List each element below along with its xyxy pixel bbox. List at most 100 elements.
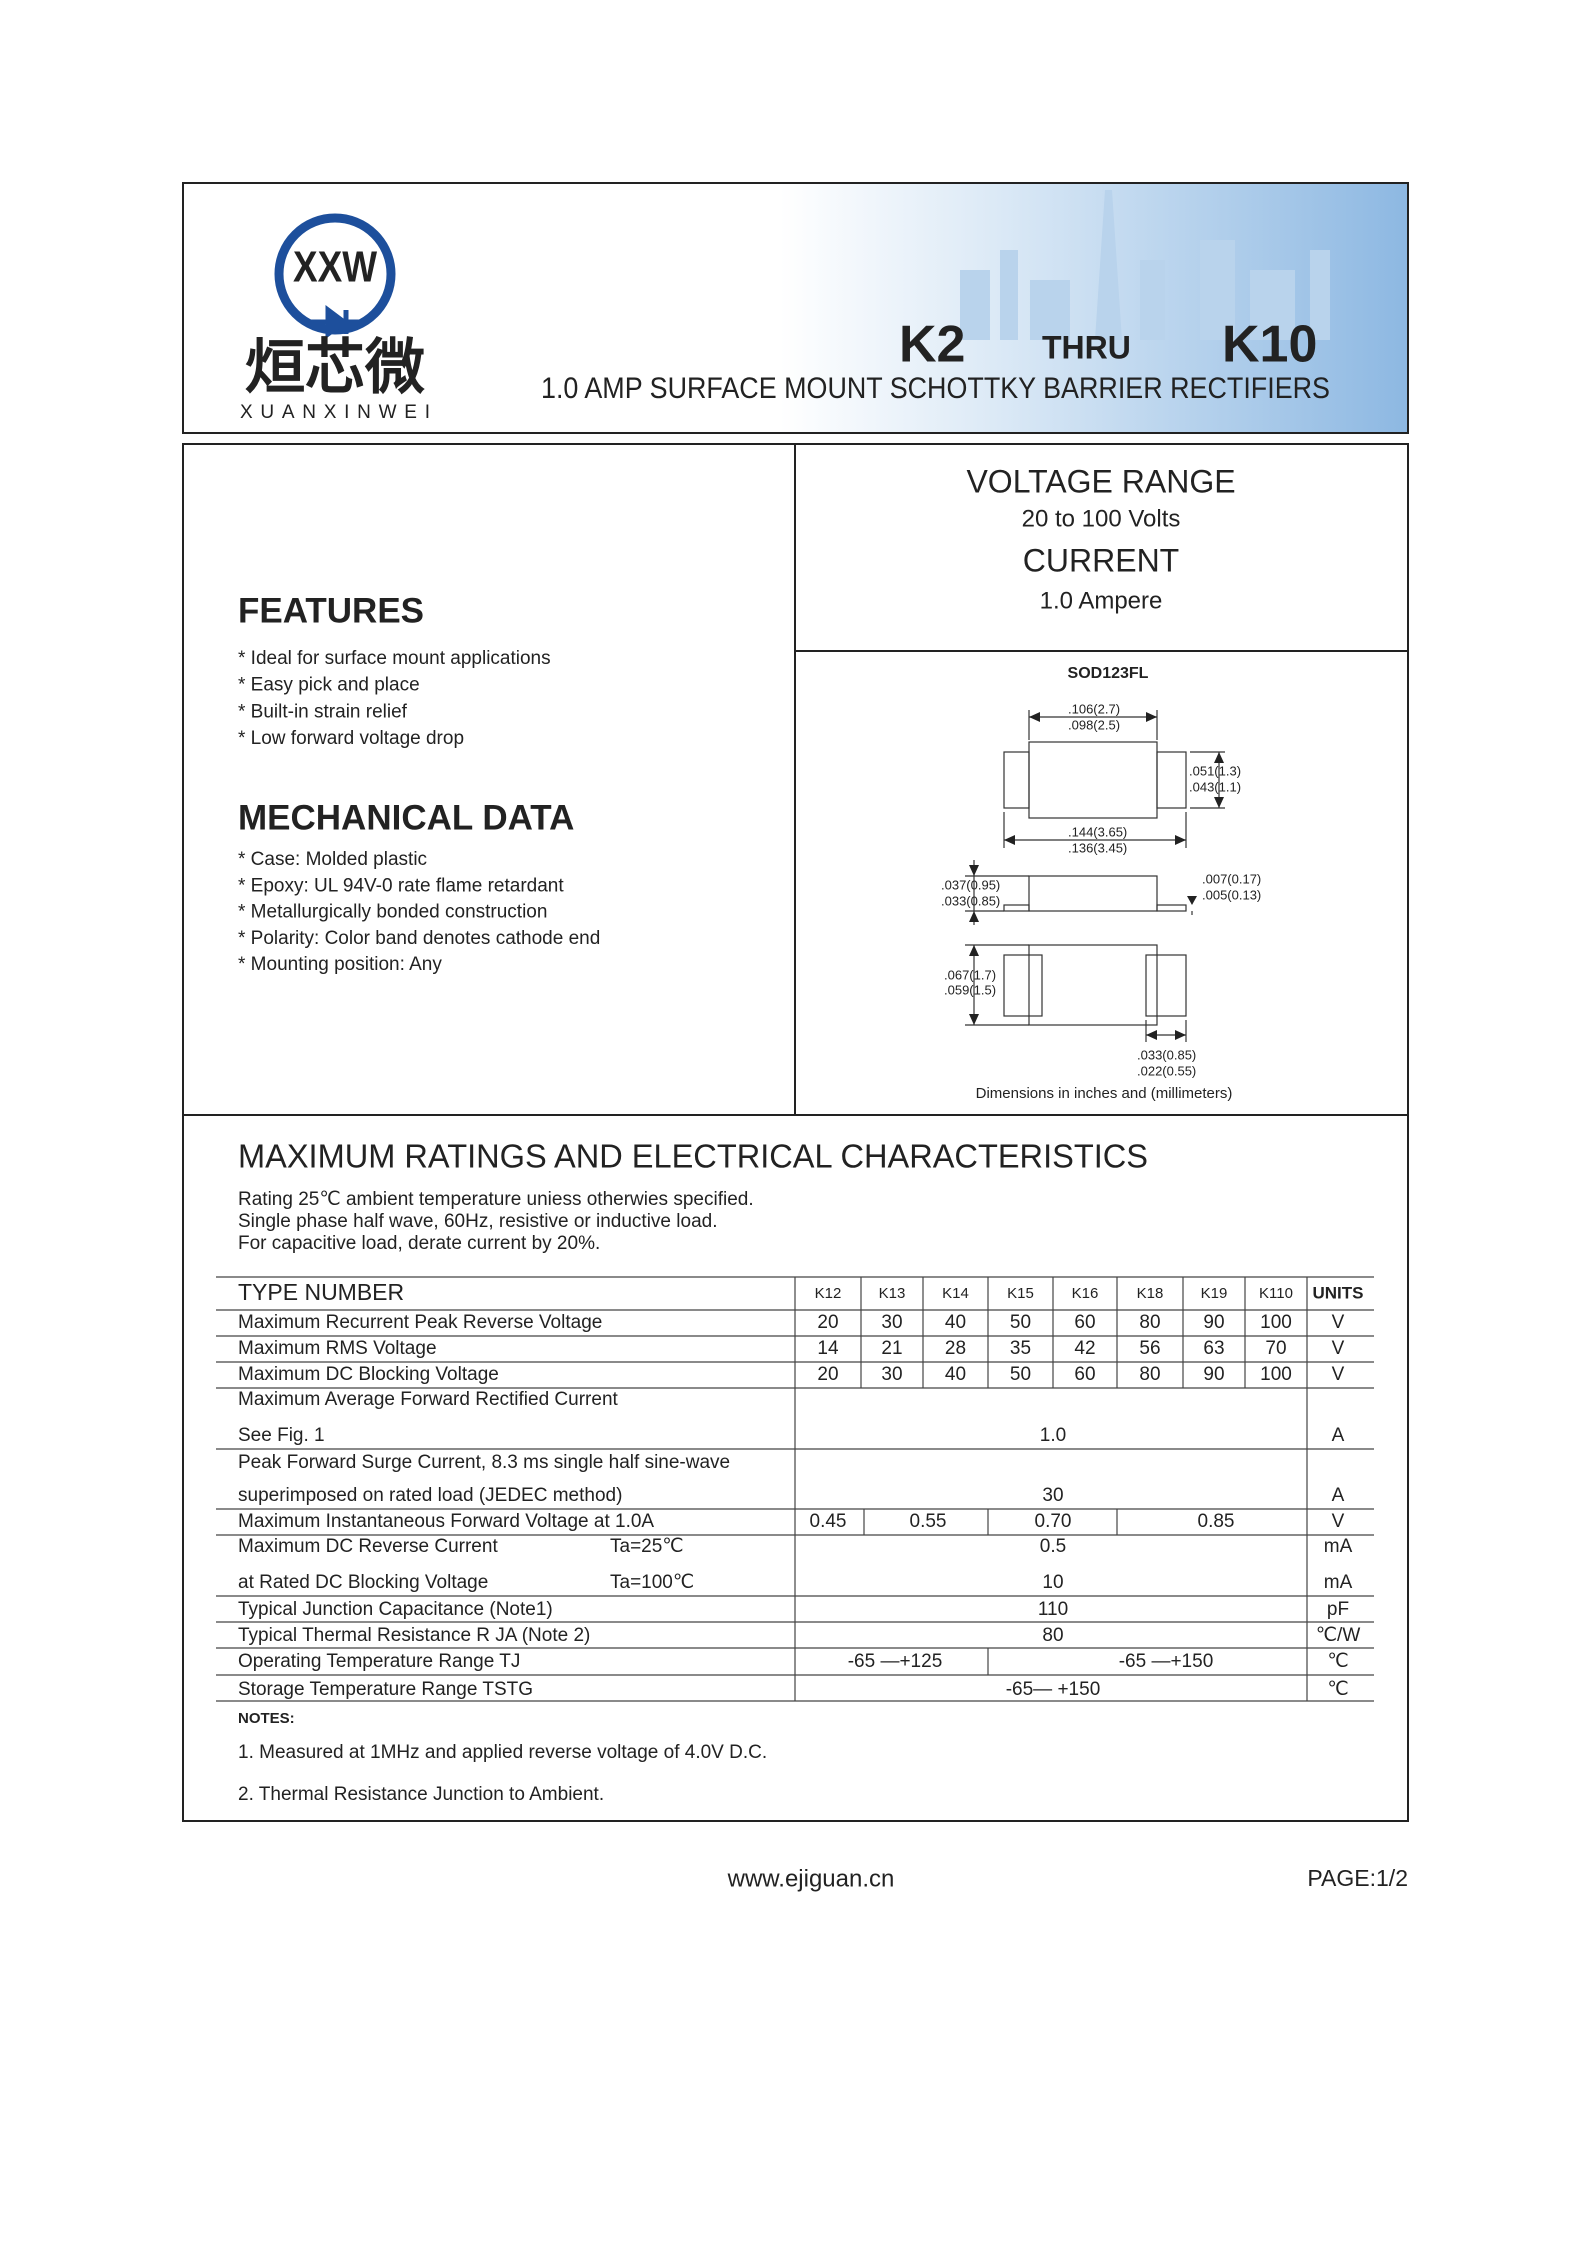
current-value: 1.0 Ampere xyxy=(1040,587,1163,614)
mechanical-item: * Metallurgically bonded construction xyxy=(238,902,547,923)
cell-value: -65 —+150 xyxy=(1119,1651,1214,1672)
mechanical-item: * Mounting position: Any xyxy=(238,954,442,975)
cell-value: 60 xyxy=(1074,1364,1095,1385)
table-header: K110 xyxy=(1259,1285,1293,1302)
table-header: K15 xyxy=(1007,1285,1034,1302)
cell-unit: pF xyxy=(1327,1599,1349,1620)
table-header: K18 xyxy=(1137,1285,1164,1302)
cell-value: 14 xyxy=(817,1338,839,1359)
table-header: TYPE NUMBER xyxy=(238,1279,404,1305)
cell-value: 0.70 xyxy=(1035,1511,1072,1532)
footer-url: www.ejiguan.cn xyxy=(727,1865,895,1892)
dimension-label: .037(0.95) xyxy=(941,877,1000,892)
row-condition: Ta=25℃ xyxy=(610,1536,684,1557)
cell-unit: mA xyxy=(1324,1572,1353,1593)
cell-value: 80 xyxy=(1139,1312,1160,1333)
note-item: 1. Measured at 1MHz and applied reverse … xyxy=(238,1742,767,1763)
footer-page: PAGE:1/2 xyxy=(1307,1865,1408,1891)
row-label: See Fig. 1 xyxy=(238,1425,325,1446)
header-frame xyxy=(182,182,1409,434)
cell-value: 30 xyxy=(881,1312,902,1333)
row-label: Peak Forward Surge Current, 8.3 ms singl… xyxy=(238,1452,730,1473)
table-header: K19 xyxy=(1201,1285,1228,1302)
cell-unit: A xyxy=(1332,1485,1345,1506)
table-header: UNITS xyxy=(1313,1283,1364,1302)
cell-value: 30 xyxy=(1042,1485,1063,1506)
dimension-label: .022(0.55) xyxy=(1137,1063,1196,1078)
voltage-title: VOLTAGE RANGE xyxy=(966,463,1235,499)
cell-value: 35 xyxy=(1010,1338,1031,1359)
dimension-label: .098(2.5) xyxy=(1068,717,1120,732)
dimension-label: .059(1.5) xyxy=(944,982,996,997)
package-name: SOD123FL xyxy=(1068,665,1149,682)
mechanical-item: * Case: Molded plastic xyxy=(238,849,427,870)
dimension-label: .051(1.3) xyxy=(1189,763,1241,778)
dimension-label: .005(0.13) xyxy=(1202,887,1261,902)
voltage-value: 20 to 100 Volts xyxy=(1022,505,1181,532)
cell-unit: ℃ xyxy=(1327,1679,1348,1700)
cell-unit: A xyxy=(1332,1425,1345,1446)
row-label: Typical Junction Capacitance (Note1) xyxy=(238,1599,553,1620)
cell-value: 60 xyxy=(1074,1312,1095,1333)
cell-value: 0.45 xyxy=(810,1511,847,1532)
table-header: K16 xyxy=(1072,1285,1099,1302)
row-condition: Ta=100℃ xyxy=(610,1572,694,1593)
row-label: Maximum DC Reverse Current xyxy=(238,1536,498,1557)
dimension-label: .043(1.1) xyxy=(1189,779,1241,794)
cell-value: 42 xyxy=(1074,1338,1095,1359)
subtitle: 1.0 AMP SURFACE MOUNT SCHOTTKY BARRIER R… xyxy=(541,372,1330,405)
row-label: Maximum Average Forward Rectified Curren… xyxy=(238,1389,619,1410)
brand-cn: 烜芯微 xyxy=(245,334,425,401)
cell-value: 21 xyxy=(881,1338,902,1359)
cell-value: 30 xyxy=(881,1364,902,1385)
cell-value: 80 xyxy=(1042,1625,1063,1646)
feature-item: * Low forward voltage drop xyxy=(238,728,464,749)
thru: THRU xyxy=(1042,329,1131,365)
cell-value: -65— +150 xyxy=(1006,1679,1101,1700)
cell-unit: V xyxy=(1332,1338,1345,1359)
table-header: K13 xyxy=(879,1285,906,1302)
cell-value: 50 xyxy=(1010,1312,1031,1333)
brand-en: XUANXINWEI xyxy=(240,402,430,423)
cell-value: 0.85 xyxy=(1198,1511,1235,1532)
model-to: K10 xyxy=(1222,316,1317,374)
cell-value: 100 xyxy=(1260,1364,1292,1385)
dimension-label: .106(2.7) xyxy=(1068,701,1120,716)
current-title: CURRENT xyxy=(1023,542,1179,578)
logo-text: XXW xyxy=(293,243,377,292)
dimension-label: .033(0.85) xyxy=(1137,1047,1196,1062)
row-label: Maximum Instantaneous Forward Voltage at… xyxy=(238,1511,654,1532)
row-label: Storage Temperature Range TSTG xyxy=(238,1679,533,1700)
rating-note: Single phase half wave, 60Hz, resistive … xyxy=(238,1211,717,1232)
dimension-label: .033(0.85) xyxy=(941,893,1000,908)
rating-note: For capacitive load, derate current by 2… xyxy=(238,1233,600,1254)
row-label: at Rated DC Blocking Voltage xyxy=(238,1572,488,1593)
package-caption: Dimensions in inches and (millimeters) xyxy=(976,1085,1233,1102)
cell-value: 63 xyxy=(1203,1338,1224,1359)
mechanical-item: * Polarity: Color band denotes cathode e… xyxy=(238,928,600,949)
cell-value: 70 xyxy=(1265,1338,1286,1359)
notes-title: NOTES: xyxy=(238,1710,295,1727)
row-label: Maximum DC Blocking Voltage xyxy=(238,1364,499,1385)
table-header: K12 xyxy=(815,1285,842,1302)
cell-value: 50 xyxy=(1010,1364,1031,1385)
feature-item: * Built-in strain relief xyxy=(238,701,408,722)
cell-value: 20 xyxy=(817,1312,838,1333)
cell-value: 0.55 xyxy=(910,1511,947,1532)
cell-value: 90 xyxy=(1203,1364,1224,1385)
note-item: 2. Thermal Resistance Junction to Ambien… xyxy=(238,1784,604,1805)
cell-value: 90 xyxy=(1203,1312,1224,1333)
cell-value: 56 xyxy=(1139,1338,1160,1359)
cell-value: 1.0 xyxy=(1040,1425,1066,1446)
feature-item: * Easy pick and place xyxy=(238,675,420,696)
logo-diode xyxy=(305,305,368,339)
model-from: K2 xyxy=(899,316,965,374)
ratings-title: MAXIMUM RATINGS AND ELECTRICAL CHARACTER… xyxy=(238,1138,1148,1175)
cell-value: 20 xyxy=(817,1364,838,1385)
cell-value: 110 xyxy=(1038,1599,1068,1620)
header-banner xyxy=(780,184,1407,432)
mechanical-item: * Epoxy: UL 94V-0 rate flame retardant xyxy=(238,875,564,896)
skyline xyxy=(960,190,1330,340)
row-label: Maximum Recurrent Peak Reverse Voltage xyxy=(238,1312,602,1333)
